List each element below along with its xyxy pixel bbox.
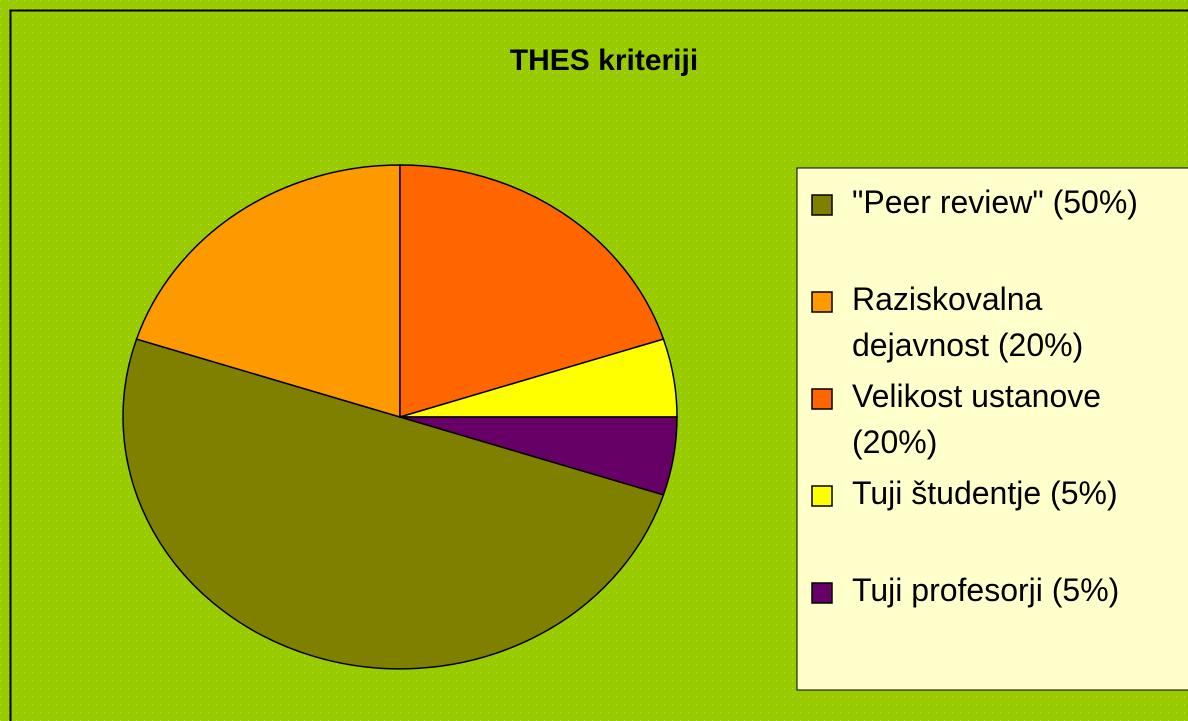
legend-label: Tuji študentje (5%) [852,475,1118,511]
legend-swatch [811,291,833,313]
legend-swatch [811,582,833,604]
legend-label: Tuji profesorji (5%) [852,572,1119,608]
pie-slice [399,164,665,419]
legend-label: Raziskovalna dejavnost (20%) [852,281,1083,363]
legend-label: Velikost ustanove (20%) [852,378,1101,460]
pie-slice [122,338,665,670]
border [9,9,1188,721]
pie-slice [135,164,401,419]
chart-title: THES kriteriji [510,44,698,77]
pie-slice [399,416,678,496]
legend-label: "Peer review" (50%) [852,184,1138,220]
legend-swatch [811,194,833,216]
legend [796,167,1188,691]
legend-swatch [811,388,833,410]
legend-swatch [811,485,833,507]
